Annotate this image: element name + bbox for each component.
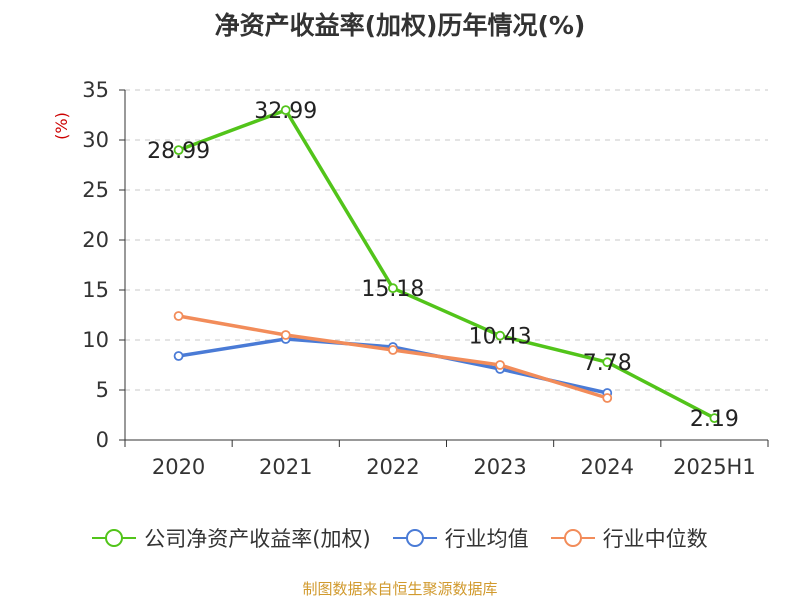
x-tick-label: 2023 [473, 455, 526, 479]
data-point [280, 330, 291, 340]
chart-title: 净资产收益率(加权)历年情况(%) [214, 11, 586, 40]
legend-item-industry-median[interactable]: 行业中位数 [550, 523, 708, 553]
data-label: 10.43 [469, 325, 532, 350]
y-tick-label: 0 [96, 428, 109, 452]
data-point [709, 413, 720, 424]
legend-symbol-industry-median [550, 529, 595, 547]
legend-item-industry-mean[interactable]: 行业均值 [392, 523, 529, 553]
x-tick-label: 2025H1 [673, 455, 756, 479]
x-tick-label: 2020 [152, 455, 205, 479]
data-point [173, 311, 184, 321]
y-tick-label: 30 [82, 128, 109, 152]
y-tick-label: 25 [82, 178, 109, 202]
legend-symbol-company-roe [92, 529, 137, 547]
data-point [388, 283, 398, 294]
legend-item-company-roe[interactable]: 公司净资产收益率(加权) [92, 523, 371, 553]
source-note: 制图数据来自恒生聚源数据库 [302, 580, 498, 598]
data-point [280, 105, 291, 115]
data-label: 32.99 [254, 99, 317, 124]
data-point [173, 351, 184, 361]
legend-symbol-industry-mean [392, 529, 437, 547]
legend: 公司净资产收益率(加权) 行业均值 行业中位数 [0, 520, 800, 556]
data-point [602, 357, 613, 368]
x-tick-label: 2024 [581, 455, 634, 479]
data-point [495, 360, 505, 370]
data-label: 7.78 [583, 351, 632, 376]
y-tick-label: 5 [96, 378, 109, 402]
y-axis-label: (%) [52, 112, 71, 140]
y-tick-label: 15 [82, 278, 109, 302]
legend-label-industry-mean: 行业均值 [444, 527, 529, 551]
data-point [495, 330, 505, 341]
data-label: 2.19 [690, 407, 739, 432]
data-label: 15.18 [361, 277, 424, 302]
y-tick-label: 35 [82, 78, 109, 102]
data-point [173, 145, 184, 156]
data-label: 28.99 [147, 139, 210, 164]
x-tick-label: 2022 [366, 455, 419, 479]
y-tick-label: 10 [82, 328, 109, 352]
data-point [602, 393, 613, 403]
y-tick-label: 20 [82, 228, 109, 252]
data-point [388, 345, 398, 355]
series-line [178, 314, 608, 400]
legend-label-company-roe: 公司净资产收益率(加权) [144, 527, 371, 551]
x-tick-label: 2021 [259, 455, 312, 479]
series-line [177, 108, 716, 420]
legend-label-industry-median: 行业中位数 [602, 527, 708, 551]
